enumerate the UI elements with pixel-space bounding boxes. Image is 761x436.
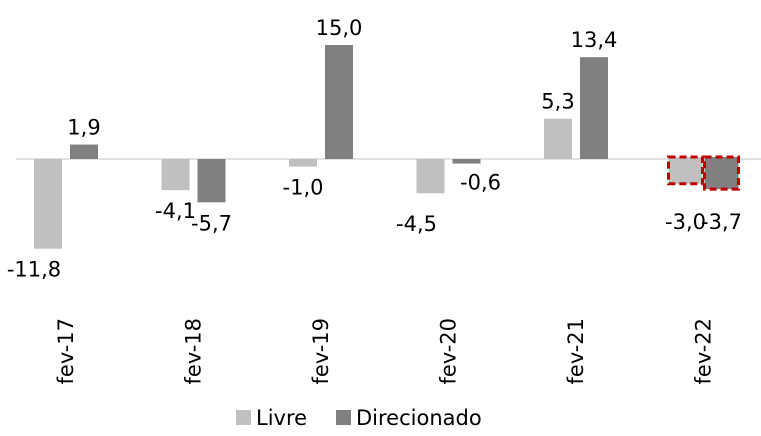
data-label-livre-fev-20: -4,5 [396, 212, 437, 236]
legend-swatch-livre [236, 410, 251, 425]
category-label-fev-20: fev-20 [437, 318, 461, 384]
bar-direcionado-fev-22 [703, 155, 740, 191]
data-label-livre-fev-18: -4,1 [155, 199, 196, 223]
bars-group [34, 45, 740, 249]
data-label-direcionado-fev-20: -0,6 [460, 171, 501, 195]
bar-livre-fev-19 [289, 159, 317, 167]
bar-livre-fev-22 [667, 155, 704, 186]
data-label-direcionado-fev-21: 13,4 [571, 28, 618, 52]
bar-direcionado-fev-18 [197, 159, 226, 203]
bar-livre-fev-20 [416, 159, 445, 194]
bar-direcionado-fev-19 [325, 45, 353, 159]
bar-direcionado-fev-21 [580, 57, 608, 159]
category-label-fev-17: fev-17 [54, 318, 78, 384]
data-label-direcionado-fev-22: -3,7 [701, 210, 742, 234]
data-label-livre-fev-22: -3,0 [665, 210, 706, 234]
category-labels-group: fev-17 fev-18 fev-19 fev-20 fev-21 fev-22 [54, 318, 716, 384]
category-label-fev-22: fev-22 [692, 318, 716, 384]
category-label-fev-21: fev-21 [564, 318, 588, 384]
category-label-fev-18: fev-18 [182, 318, 206, 384]
bar-direcionado-fev-20 [452, 159, 481, 164]
legend-label-livre: Livre [256, 406, 307, 430]
data-label-livre-fev-21: 5,3 [541, 90, 574, 114]
category-label-fev-19: fev-19 [309, 318, 333, 384]
data-label-livre-fev-17: -11,8 [7, 258, 61, 282]
legend-swatch-direcionado [336, 410, 351, 425]
legend: Livre Direcionado [236, 406, 482, 430]
data-label-livre-fev-19: -1,0 [283, 176, 324, 200]
bar-livre-fev-21 [544, 118, 572, 159]
legend-label-direcionado: Direcionado [356, 406, 482, 430]
data-label-direcionado-fev-19: 15,0 [316, 16, 363, 40]
bar-livre-fev-17 [34, 159, 62, 249]
data-label-direcionado-fev-17: 1,9 [67, 116, 100, 140]
bar-livre-fev-18 [161, 159, 190, 191]
data-labels-group: -11,8 1,9 -4,1-5,7 -1,0 15,0 -4,5 -0,6 5,3 13,4 -… [7, 16, 742, 282]
data-label-direcionado-fev-18: -5,7 [191, 211, 232, 235]
bar-direcionado-fev-17 [70, 144, 98, 159]
